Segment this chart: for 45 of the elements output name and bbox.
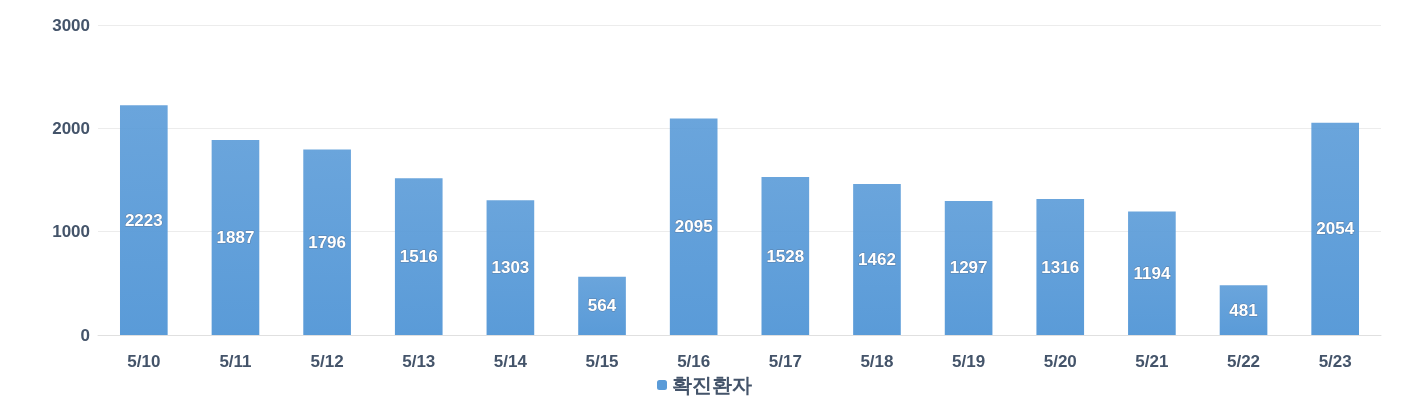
bar bbox=[486, 200, 535, 335]
bar bbox=[211, 140, 260, 335]
data-label: 1516 bbox=[399, 247, 438, 267]
data-label: 1303 bbox=[491, 258, 530, 278]
bar bbox=[669, 118, 718, 335]
y-tick-label: 0 bbox=[80, 325, 90, 345]
data-label: 564 bbox=[587, 296, 617, 316]
x-tick-label: 5/23 bbox=[1318, 352, 1352, 371]
data-label: 2095 bbox=[674, 217, 713, 237]
data-label: 1316 bbox=[1041, 257, 1080, 277]
data-label: 1194 bbox=[1133, 263, 1171, 283]
x-tick-label: 5/13 bbox=[402, 352, 436, 371]
bar bbox=[944, 200, 993, 335]
x-tick-label: 5/16 bbox=[677, 352, 711, 371]
bar bbox=[853, 183, 901, 335]
data-label: 1528 bbox=[766, 246, 805, 266]
data-label: 1297 bbox=[949, 258, 988, 278]
y-tick-label: 1000 bbox=[52, 222, 90, 242]
x-tick-label: 5/10 bbox=[127, 352, 161, 371]
x-tick-label: 5/14 bbox=[493, 352, 528, 371]
data-label: 2223 bbox=[124, 210, 163, 230]
x-tick-label: 5/17 bbox=[768, 352, 802, 371]
data-label: 1462 bbox=[858, 249, 896, 269]
x-tick-label: 5/22 bbox=[1226, 352, 1261, 371]
x-tick-label: 5/15 bbox=[585, 352, 619, 371]
bar bbox=[394, 178, 443, 335]
x-tick-label: 5/20 bbox=[1043, 352, 1077, 371]
bar bbox=[1128, 211, 1176, 335]
y-tick-label: 3000 bbox=[52, 15, 90, 35]
x-tick-label: 5/21 bbox=[1135, 352, 1169, 371]
y-tick-label: 2000 bbox=[52, 118, 90, 138]
data-label: 1887 bbox=[216, 228, 255, 248]
x-tick-label: 5/11 bbox=[219, 352, 252, 371]
bar bbox=[119, 105, 168, 335]
legend-label: 확진환자 bbox=[672, 374, 752, 396]
bar bbox=[1036, 199, 1085, 335]
x-tick-label: 5/18 bbox=[860, 352, 894, 371]
bar bbox=[303, 149, 351, 335]
bar bbox=[1311, 122, 1360, 335]
bar bbox=[761, 177, 810, 335]
data-label: 2054 bbox=[1316, 219, 1355, 239]
x-tick-label: 5/19 bbox=[952, 352, 986, 371]
data-label: 1796 bbox=[308, 232, 347, 252]
x-tick-label: 5/12 bbox=[310, 352, 344, 371]
data-label: 481 bbox=[1229, 300, 1258, 320]
